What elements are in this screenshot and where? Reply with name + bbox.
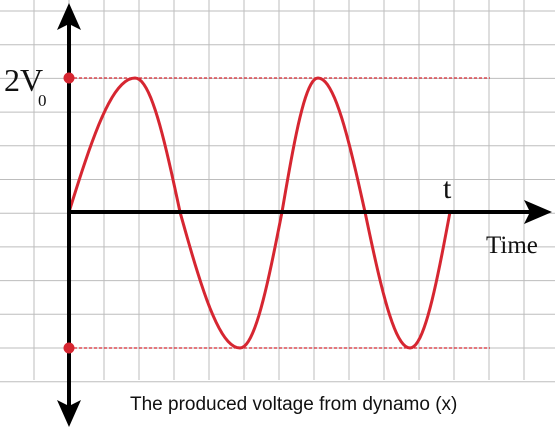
arrow-down — [57, 400, 81, 427]
arrow-up — [57, 3, 81, 30]
amplitude-label: 2V — [4, 62, 43, 98]
time-label: Time — [486, 232, 538, 259]
t-label: t — [443, 172, 452, 205]
max-dot — [63, 72, 75, 84]
arrow-right — [524, 200, 552, 224]
caption: The produced voltage from dynamo (x) — [130, 394, 457, 415]
grid — [0, 0, 555, 383]
amplitude-subscript: 0 — [38, 91, 47, 110]
min-dot — [63, 342, 75, 354]
